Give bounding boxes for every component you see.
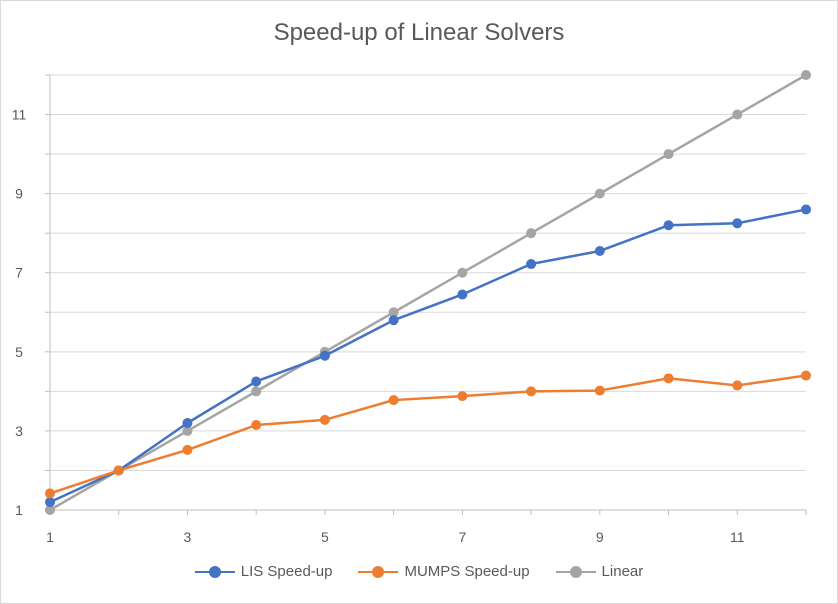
data-point [251,376,262,387]
series-lis-speed-up [45,204,811,508]
data-point [801,204,811,215]
data-point [732,109,743,120]
legend-label: MUMPS Speed-up [404,563,530,580]
y-tick-label: 7 [15,265,23,281]
data-point [732,218,743,229]
legend-item: LIS Speed-up [194,563,333,580]
data-point [663,149,674,160]
data-point [732,380,743,391]
data-point [594,385,605,396]
legend-label: LIS Speed-up [240,563,333,580]
data-point [388,307,399,318]
data-point [182,444,193,455]
data-point [182,425,193,436]
data-point [663,373,674,384]
y-tick-label: 3 [15,423,23,439]
y-tick-label: 1 [15,502,23,518]
legend: LIS Speed-up MUMPS Speed-up Linear [1,563,837,580]
data-point [45,505,55,515]
data-point [594,188,605,199]
data-point [113,465,124,476]
data-point [319,350,330,361]
legend-marker-icon [358,565,399,578]
series-line [49,73,807,512]
series-line [49,208,807,504]
x-tick-label: 3 [184,529,192,545]
data-point [526,259,537,270]
legend-marker-icon [555,565,596,578]
y-tick-label: 9 [15,186,23,202]
legend-marker-icon [194,565,235,578]
data-point [457,391,468,402]
x-tick-label: 7 [458,529,466,545]
data-point [251,386,262,397]
legend-item: Linear [555,563,644,580]
series-mumps-speed-up [45,370,811,499]
data-point [526,386,537,397]
chart-title: Speed-up of Linear Solvers [273,19,565,46]
data-point [663,220,674,231]
data-point [457,289,468,300]
data-point [526,228,537,239]
y-tick-label: 5 [15,344,23,360]
data-point [457,267,468,278]
series-line [49,374,807,495]
data-point [594,245,605,256]
series-linear [45,70,811,515]
data-point [182,418,193,428]
x-tick-label: 5 [321,529,329,545]
data-point [388,395,399,406]
x-tick-label: 1 [46,529,54,545]
legend-label: Linear [601,563,644,580]
legend-item: MUMPS Speed-up [358,563,530,580]
data-point [801,70,811,80]
data-point [319,414,330,425]
data-point [45,497,55,508]
x-tick-label: 9 [596,529,604,545]
x-tick-label: 11 [730,529,745,545]
data-point [251,419,262,430]
y-tick-label: 11 [12,107,27,123]
data-point [388,315,399,326]
data-point [45,488,55,499]
data-point [801,370,811,381]
